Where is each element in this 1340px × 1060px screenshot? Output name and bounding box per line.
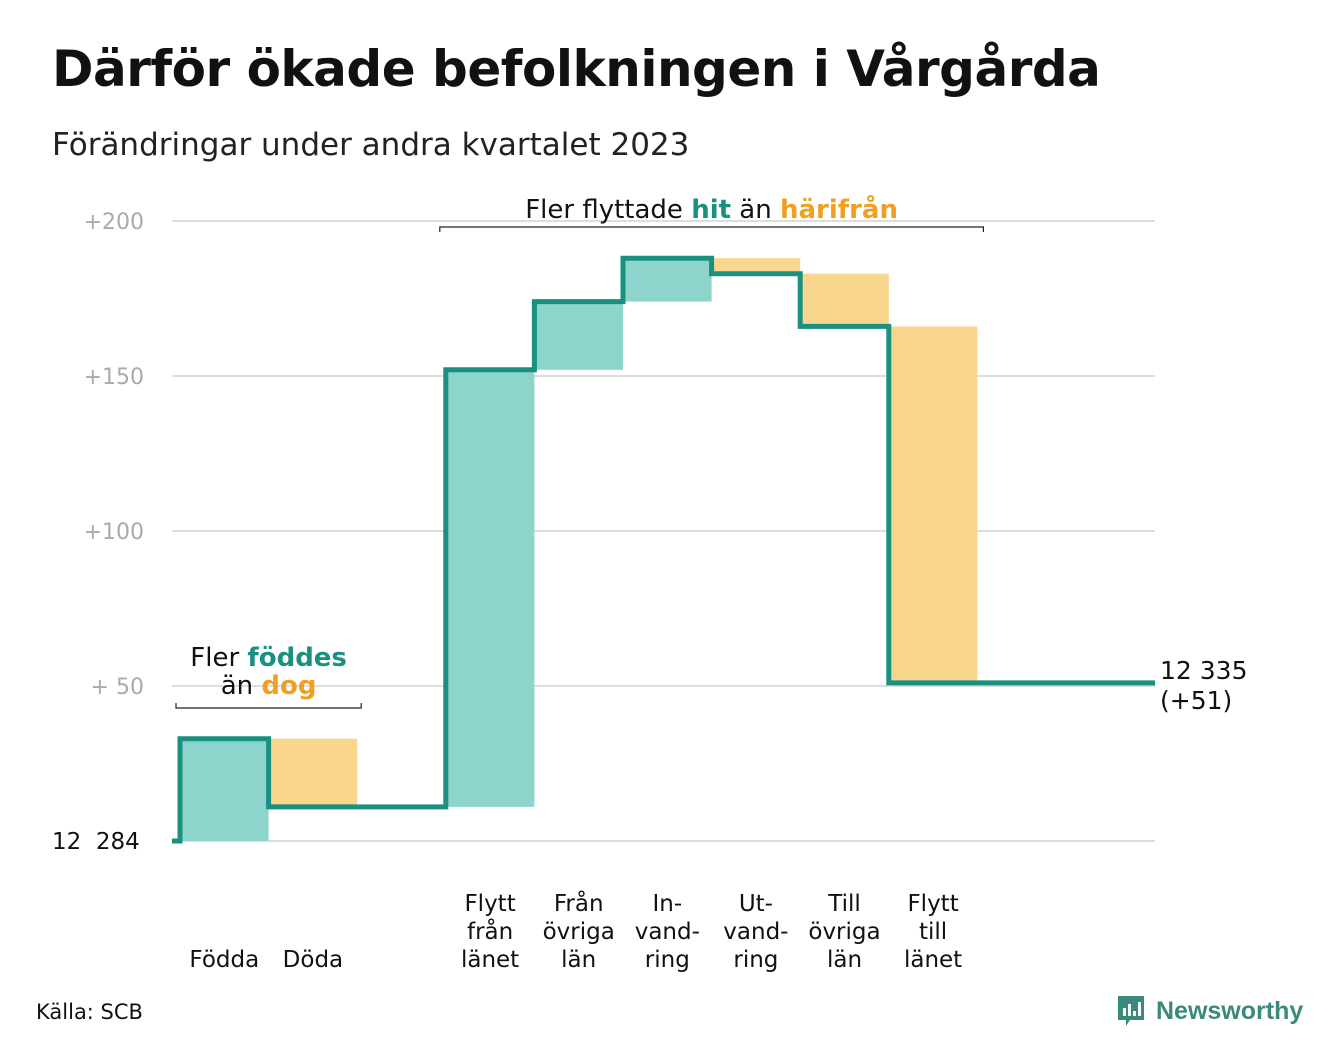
increase-bar: [445, 369, 535, 807]
annotation-prefix: Fler flyttade: [525, 195, 691, 225]
category-label: till: [919, 919, 947, 945]
category-label: från: [467, 917, 513, 945]
category-label: In-: [652, 891, 682, 917]
annotation-highlight-births: föddes: [247, 643, 347, 673]
annotation-middle: än: [731, 195, 780, 225]
decrease-bar: [711, 258, 801, 274]
annotation-prefix: Fler: [190, 643, 247, 673]
annotation-highlight-deaths: dog: [261, 671, 316, 701]
chart-title: Därför ökade befolkningen i Vårgårda: [52, 40, 1101, 98]
category-label: vand-: [635, 919, 700, 945]
end-change-label: (+51): [1160, 686, 1232, 715]
category-labels: Födda DödaFlyttfrånlänetFrånövrigalänIn-v…: [189, 889, 962, 973]
annotation-bracket: [175, 703, 362, 709]
category-label: länet: [904, 947, 962, 973]
category-label: länet: [461, 947, 519, 973]
grid-lines: [172, 220, 1155, 842]
category-label: ring: [733, 947, 778, 973]
brand-logo[interactable]: Newsworthy: [1116, 994, 1303, 1028]
category-label: län: [827, 947, 862, 973]
chart-subtitle: Förändringar under andra kvartalet 2023: [52, 127, 690, 163]
category-label: Ut-: [739, 891, 773, 917]
y-tick-label: +150: [84, 365, 144, 390]
category-label: Flytt: [907, 891, 958, 917]
category-label: vand-: [723, 919, 788, 945]
annotation-birth-text: Fler föddes: [190, 643, 347, 673]
running-total-path: [172, 255, 1155, 844]
increase-bar: [534, 301, 623, 370]
annotation-death-text: än dog: [221, 671, 317, 701]
decrease-bar: [268, 738, 358, 807]
category-label: övriga: [808, 919, 880, 945]
category-label: län: [561, 947, 596, 973]
y-tick-label: +100: [84, 520, 144, 545]
annotation-migration-text: Fler flyttade hit än härifrån: [525, 193, 898, 225]
running-total-line: [172, 255, 1155, 844]
category-label: Födda: [189, 947, 259, 973]
decrease-bar: [888, 326, 978, 683]
y-tick-label: + 50: [91, 675, 144, 700]
category-label: Döda: [283, 947, 343, 973]
annotation-bracket: [439, 226, 984, 232]
waterfall-chart: +200+150+100+ 50 Födda DödaFlyttfrånlänet…: [52, 193, 1247, 973]
y-tick-label: +200: [84, 210, 144, 235]
increase-bar: [180, 738, 269, 841]
base-value-label: 12 284: [52, 829, 140, 855]
end-value-label: 12 335: [1160, 656, 1247, 685]
category-label: Flytt: [464, 891, 515, 917]
annotation-highlight-hit: hit: [691, 195, 731, 225]
category-label: övriga: [543, 919, 615, 945]
source-note: Källa: SCB: [36, 1000, 143, 1024]
waterfall-bars: [180, 258, 978, 841]
annotation-highlight-harifran: härifrån: [780, 193, 898, 225]
category-label: ring: [645, 947, 690, 973]
newsworthy-logo-icon: [1118, 996, 1144, 1026]
y-tick-labels: +200 +150 +100 + 50: [84, 210, 144, 700]
category-label: Till: [827, 891, 861, 917]
annotation-prefix: än: [221, 671, 262, 701]
increase-bar: [623, 258, 712, 302]
category-label: Från: [554, 889, 604, 917]
brand-name: Newsworthy: [1156, 996, 1304, 1025]
decrease-bar: [800, 273, 889, 327]
